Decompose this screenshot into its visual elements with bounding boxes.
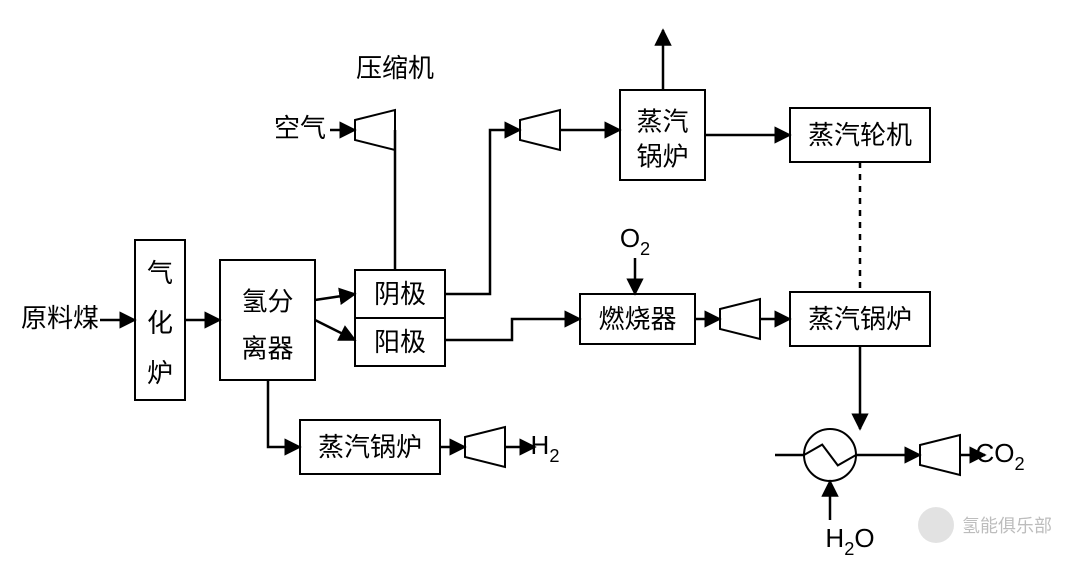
watermark-text: 氢能俱乐部 <box>962 512 1052 538</box>
boiler_btm-label: 蒸汽锅炉 <box>318 432 422 462</box>
air_lbl: 空气 <box>274 113 326 143</box>
compressor_lbl: 压缩机 <box>356 53 434 83</box>
gasifier-label0: 气 <box>147 258 173 288</box>
cathode-label: 阴极 <box>374 279 426 309</box>
edge-hsep_down <box>268 380 300 447</box>
anode-label: 阳极 <box>374 327 426 357</box>
edge-anode_burner <box>445 319 580 340</box>
edge-hsep_cathode <box>315 294 355 300</box>
watermark-icon <box>918 507 954 543</box>
o2_lbl: O2 <box>620 223 650 259</box>
turbine_btm <box>465 427 505 467</box>
h_separator-l1: 氢分 <box>241 286 293 316</box>
watermark: 氢能俱乐部 <box>918 507 1052 543</box>
gasifier-label2: 炉 <box>147 358 173 388</box>
gasifier-label1: 化 <box>147 308 173 338</box>
edge-hsep_anode <box>315 320 355 340</box>
turbine_top <box>520 110 560 150</box>
boiler_top-l1: 蒸汽 <box>636 107 688 137</box>
h_separator-l2: 离器 <box>241 333 293 363</box>
steam_turbine-label: 蒸汽轮机 <box>808 120 912 150</box>
compressor1 <box>355 110 395 150</box>
turbine_mid <box>720 299 760 339</box>
burner-label: 燃烧器 <box>598 304 676 334</box>
raw_coal: 原料煤 <box>21 303 99 333</box>
turbine_co2 <box>920 435 960 475</box>
boiler_top-l2: 锅炉 <box>636 142 688 172</box>
h2o_lbl: H2O <box>825 523 874 559</box>
edge-cathode_up <box>445 130 520 294</box>
boiler_mid-label: 蒸汽锅炉 <box>808 304 912 334</box>
